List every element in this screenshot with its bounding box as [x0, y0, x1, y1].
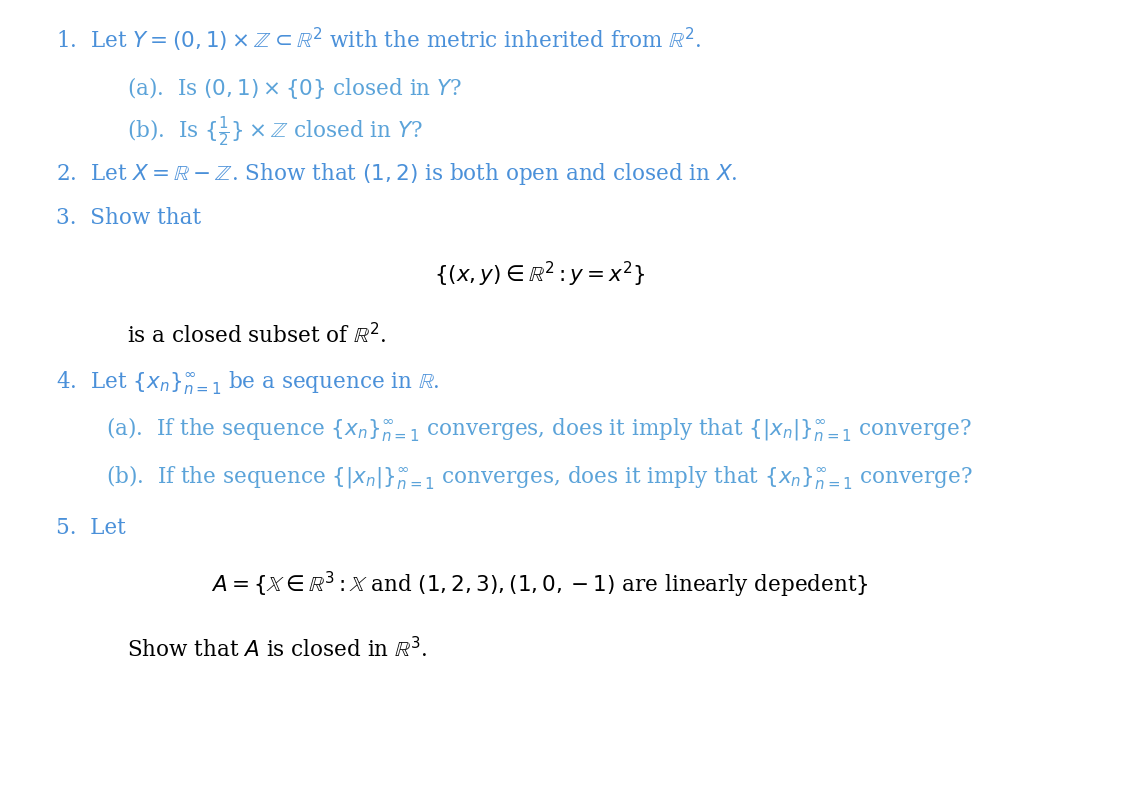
Text: 2.  Let $X = \mathbb{R} - \mathbb{Z}$. Show that $(1,2)$ is both open and closed: 2. Let $X = \mathbb{R} - \mathbb{Z}$. Sh…: [56, 162, 738, 187]
Text: (b).  Is $\{\frac{1}{2}\} \times \mathbb{Z}$ closed in $Y$?: (b). Is $\{\frac{1}{2}\} \times \mathbb{…: [127, 114, 423, 148]
Text: $\{(x,y) \in \mathbb{R}^2 : y = x^2\}$: $\{(x,y) \in \mathbb{R}^2 : y = x^2\}$: [434, 259, 645, 289]
Text: (a).  Is $(0,1) \times \{0\}$ closed in $Y$?: (a). Is $(0,1) \times \{0\}$ closed in $…: [127, 75, 462, 102]
Text: 1.  Let $Y = (0,1) \times \mathbb{Z} \subset \mathbb{R}^2$ with the metric inher: 1. Let $Y = (0,1) \times \mathbb{Z} \sub…: [56, 25, 701, 54]
Text: 3.  Show that: 3. Show that: [56, 208, 200, 229]
Text: Show that $A$ is closed in $\mathbb{R}^3$.: Show that $A$ is closed in $\mathbb{R}^3…: [127, 637, 428, 662]
Text: (a).  If the sequence $\{x_n\}_{n=1}^\infty$ converges, does it imply that $\{|x: (a). If the sequence $\{x_n\}_{n=1}^\inf…: [106, 416, 971, 443]
Text: (b).  If the sequence $\{|x_n|\}_{n=1}^\infty$ converges, does it imply that $\{: (b). If the sequence $\{|x_n|\}_{n=1}^\i…: [106, 462, 972, 491]
Text: 5.  Let: 5. Let: [56, 516, 126, 538]
Text: is a closed subset of $\mathbb{R}^2$.: is a closed subset of $\mathbb{R}^2$.: [127, 323, 387, 348]
Text: $A = \{\mathbb{X} \in \mathbb{R}^3 : \mathbb{X}$ and $(1,2,3),(1,0,-1)$ are line: $A = \{\mathbb{X} \in \mathbb{R}^3 : \ma…: [210, 569, 868, 600]
Text: 4.  Let $\{x_n\}_{n=1}^\infty$ be a sequence in $\mathbb{R}$.: 4. Let $\{x_n\}_{n=1}^\infty$ be a seque…: [56, 369, 439, 396]
